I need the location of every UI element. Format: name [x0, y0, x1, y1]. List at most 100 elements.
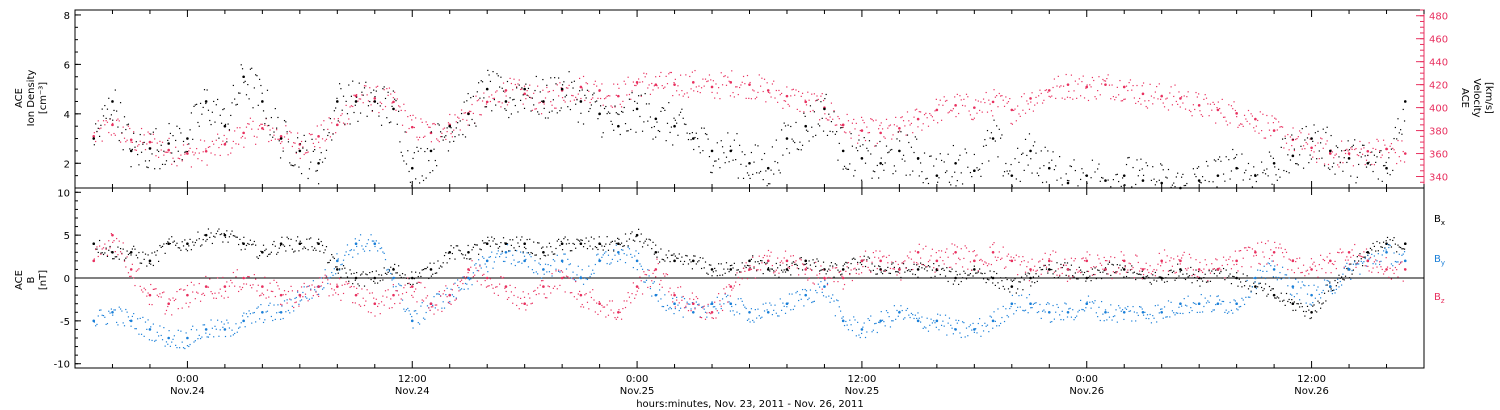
- density-series-sample: [1055, 165, 1057, 167]
- bx-series-sample: [1314, 310, 1316, 312]
- bz-series-sample: [354, 302, 356, 304]
- bz-series-sample: [710, 313, 712, 315]
- density-series-sample: [598, 113, 600, 116]
- velocity-series-sample: [1007, 101, 1010, 103]
- bx-series-sample: [902, 263, 905, 265]
- bz-series-sample: [737, 276, 739, 279]
- velocity-series-sample: [1296, 137, 1298, 140]
- by-series-sample: [883, 321, 885, 323]
- by-series-sample: [156, 331, 158, 333]
- bx-series-sample: [1024, 273, 1027, 275]
- density-series-sample: [269, 134, 271, 136]
- density-series-sample: [727, 132, 729, 134]
- velocity-series-sample: [492, 97, 494, 100]
- bx-series-sample: [260, 250, 262, 252]
- by-series-point: [823, 285, 826, 288]
- density-series-sample: [1220, 160, 1222, 162]
- bx-series: [92, 228, 1407, 320]
- by-series-sample: [194, 340, 196, 342]
- by-series-sample: [422, 317, 425, 319]
- density-series-sample: [413, 152, 415, 154]
- density-series-sample: [206, 89, 208, 91]
- velocity-series-sample: [337, 117, 339, 120]
- by-series-sample: [712, 306, 714, 308]
- by-series-sample: [715, 308, 717, 310]
- bz-series-sample: [757, 269, 759, 271]
- bx-series-sample: [948, 270, 951, 272]
- bx-series-sample: [1006, 278, 1008, 281]
- by-series-sample: [1372, 263, 1374, 265]
- density-series-sample: [919, 162, 922, 164]
- velocity-series-sample: [1089, 84, 1091, 86]
- by-series-sample: [483, 257, 485, 259]
- bz-series-sample: [626, 300, 628, 302]
- velocity-series-sample: [838, 118, 840, 120]
- density-series-sample: [357, 120, 359, 122]
- density-series-sample: [1401, 133, 1403, 135]
- velocity-series-sample: [333, 118, 335, 120]
- by-series-sample: [735, 303, 737, 306]
- bx-series-sample: [1163, 281, 1166, 283]
- velocity-series-sample: [324, 140, 326, 142]
- by-series-sample: [1342, 273, 1344, 275]
- data-points-layer: [92, 64, 1407, 350]
- density-series-sample: [674, 119, 676, 121]
- density-series-sample: [1338, 156, 1340, 158]
- bx-series-point: [204, 233, 208, 237]
- density-series-sample: [631, 92, 633, 94]
- bx-series-sample: [850, 262, 852, 265]
- bz-series-point: [635, 285, 639, 288]
- bx-series-sample: [1119, 264, 1121, 266]
- velocity-series-sample: [534, 108, 536, 110]
- bx-series-sample: [256, 256, 258, 258]
- bz-series-sample: [598, 301, 600, 303]
- by-series-sample: [1003, 320, 1006, 323]
- by-series-sample: [853, 316, 855, 318]
- density-series-sample: [424, 150, 426, 153]
- density-series-sample: [1056, 179, 1058, 181]
- velocity-series-point: [898, 126, 901, 130]
- bx-series-sample: [155, 254, 157, 256]
- bx-series-sample: [100, 252, 102, 254]
- bz-series-sample: [362, 297, 364, 299]
- density-series-sample: [736, 133, 738, 135]
- by-series-sample: [1403, 251, 1406, 253]
- density-series-sample: [590, 104, 593, 106]
- bz-series-sample: [973, 250, 975, 252]
- density-series-sample: [985, 144, 987, 147]
- by-series-sample: [664, 294, 666, 296]
- density-series-sample: [100, 124, 102, 126]
- by-series-sample: [1198, 303, 1200, 305]
- bx-series-sample: [1091, 268, 1094, 270]
- density-series-sample: [388, 122, 391, 124]
- density-series-sample: [1327, 167, 1330, 169]
- by-series-sample: [934, 322, 936, 324]
- by-series-sample: [927, 330, 930, 332]
- bx-series-sample: [617, 237, 619, 239]
- velocity-series-sample: [172, 157, 174, 159]
- velocity-series-sample: [451, 136, 453, 138]
- by-series-sample: [442, 301, 444, 303]
- bx-series-sample: [661, 258, 663, 260]
- velocity-series-point: [523, 92, 526, 96]
- density-series-sample: [622, 111, 624, 113]
- velocity-series-sample: [736, 86, 738, 88]
- bx-series-sample: [152, 264, 154, 267]
- velocity-series-sample: [130, 141, 132, 143]
- density-series-sample: [1215, 160, 1217, 162]
- velocity-series-sample: [255, 143, 257, 145]
- velocity-series-sample: [1268, 129, 1271, 131]
- by-series-sample: [752, 319, 754, 322]
- by-series-sample: [270, 315, 272, 318]
- bz-series-sample: [299, 296, 301, 298]
- density-series-sample: [572, 87, 574, 89]
- velocity-series-sample: [961, 104, 964, 107]
- density-series-sample: [323, 129, 325, 131]
- bx-series-sample: [373, 280, 375, 282]
- bx-series-sample: [698, 260, 700, 262]
- velocity-series-sample: [643, 72, 645, 74]
- bz-series-sample: [630, 302, 632, 304]
- density-series-sample: [310, 161, 312, 163]
- bx-series-sample: [1326, 284, 1328, 286]
- by-series-sample: [315, 290, 317, 292]
